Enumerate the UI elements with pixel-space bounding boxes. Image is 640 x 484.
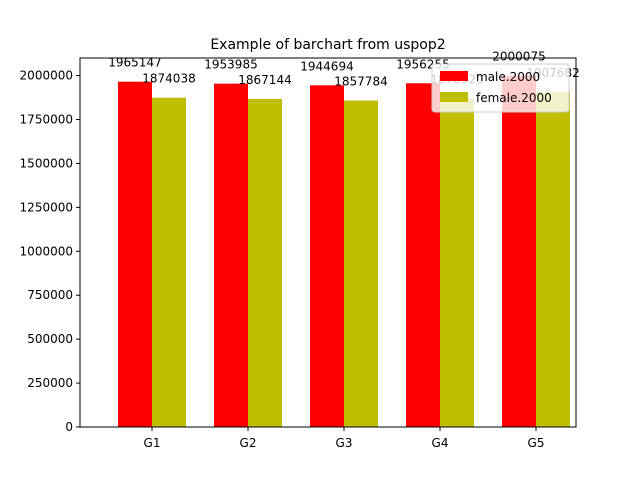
x-tick-label: G5 [528, 436, 545, 450]
bar-female-2000-g1 [152, 97, 186, 428]
y-tick-label: 1500000 [20, 156, 73, 170]
y-tick-label: 0 [65, 420, 73, 434]
y-tick-label: 2000000 [20, 69, 73, 83]
legend: male.2000 female.2000 [431, 63, 570, 113]
data-label: 1874038 [142, 72, 195, 86]
x-tick-label: G2 [240, 436, 257, 450]
bar-male-2000-g5 [502, 75, 536, 427]
bar-male-2000-g1 [118, 81, 152, 428]
data-label: 1867144 [238, 73, 291, 87]
y-tick-label: 1000000 [20, 244, 73, 258]
legend-swatch-male-2000 [440, 71, 468, 81]
bar-male-2000-g4 [406, 83, 440, 427]
x-tick-label: G3 [336, 436, 353, 450]
data-label: 1965147 [108, 56, 161, 70]
legend-label-male-2000: male.2000 [476, 70, 540, 84]
y-tick-label: 250000 [27, 376, 73, 390]
x-tick-label: G1 [144, 436, 161, 450]
bar-male-2000-g2 [214, 83, 248, 427]
data-label: 1944694 [300, 59, 353, 73]
data-label: 1953985 [204, 58, 257, 72]
chart-title: Example of barchart from uspop2 [210, 37, 445, 53]
y-tick-label: 1750000 [20, 113, 73, 127]
plot-area: 1965147 1953985 1944694 1956255200007518740… [20, 50, 580, 450]
y-tick-label: 1250000 [20, 200, 73, 214]
bar-female-2000-g3 [344, 100, 378, 427]
bar-female-2000-g5 [536, 91, 570, 427]
bar-female-2000-g4 [440, 98, 474, 428]
y-tick-label: 750000 [27, 288, 73, 302]
legend-label-female-2000: female.2000 [476, 91, 552, 105]
bar-male-2000-g3 [310, 85, 344, 427]
bar-female-2000-g2 [248, 98, 282, 427]
x-tick-label: G4 [432, 436, 449, 450]
axes-frame [79, 57, 577, 428]
legend-swatch-female-2000 [440, 92, 468, 102]
y-tick-label: 500000 [27, 332, 73, 346]
data-label: 1857784 [334, 75, 387, 89]
data-label: 2000075 [492, 50, 545, 64]
